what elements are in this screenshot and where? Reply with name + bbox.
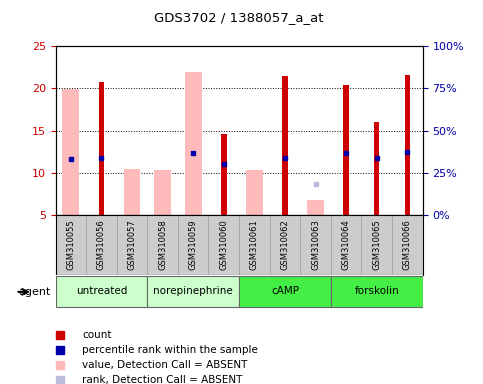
Bar xyxy=(99,81,104,215)
Bar xyxy=(246,170,263,215)
Bar xyxy=(154,170,171,215)
Text: GSM310058: GSM310058 xyxy=(158,219,167,270)
Text: count: count xyxy=(82,330,112,340)
Text: value, Detection Call = ABSENT: value, Detection Call = ABSENT xyxy=(82,360,247,370)
Bar xyxy=(343,85,349,215)
Bar xyxy=(62,89,79,215)
Text: norepinephrine: norepinephrine xyxy=(153,286,233,296)
Text: GSM310065: GSM310065 xyxy=(372,219,381,270)
Text: GSM310056: GSM310056 xyxy=(97,219,106,270)
Bar xyxy=(331,276,423,307)
Bar xyxy=(56,276,147,307)
Bar xyxy=(374,122,380,215)
Text: GSM310059: GSM310059 xyxy=(189,220,198,270)
Text: percentile rank within the sample: percentile rank within the sample xyxy=(82,345,258,355)
Text: GSM310064: GSM310064 xyxy=(341,219,351,270)
Text: cAMP: cAMP xyxy=(271,286,299,296)
Text: rank, Detection Call = ABSENT: rank, Detection Call = ABSENT xyxy=(82,375,242,384)
Text: GSM310060: GSM310060 xyxy=(219,219,228,270)
Text: agent: agent xyxy=(18,287,51,297)
Text: untreated: untreated xyxy=(76,286,127,296)
Bar xyxy=(307,200,324,215)
Bar xyxy=(239,276,331,307)
Bar xyxy=(405,75,410,215)
Text: forskolin: forskolin xyxy=(355,286,399,296)
Bar xyxy=(124,169,141,215)
Bar xyxy=(147,276,239,307)
Text: GSM310062: GSM310062 xyxy=(281,219,289,270)
Bar xyxy=(185,72,201,215)
Text: GSM310066: GSM310066 xyxy=(403,219,412,270)
Text: GSM310057: GSM310057 xyxy=(128,219,137,270)
Text: GSM310061: GSM310061 xyxy=(250,219,259,270)
Text: GSM310055: GSM310055 xyxy=(66,220,75,270)
Text: GDS3702 / 1388057_a_at: GDS3702 / 1388057_a_at xyxy=(155,12,324,25)
Bar xyxy=(282,76,288,215)
Bar xyxy=(221,134,227,215)
Text: GSM310063: GSM310063 xyxy=(311,219,320,270)
